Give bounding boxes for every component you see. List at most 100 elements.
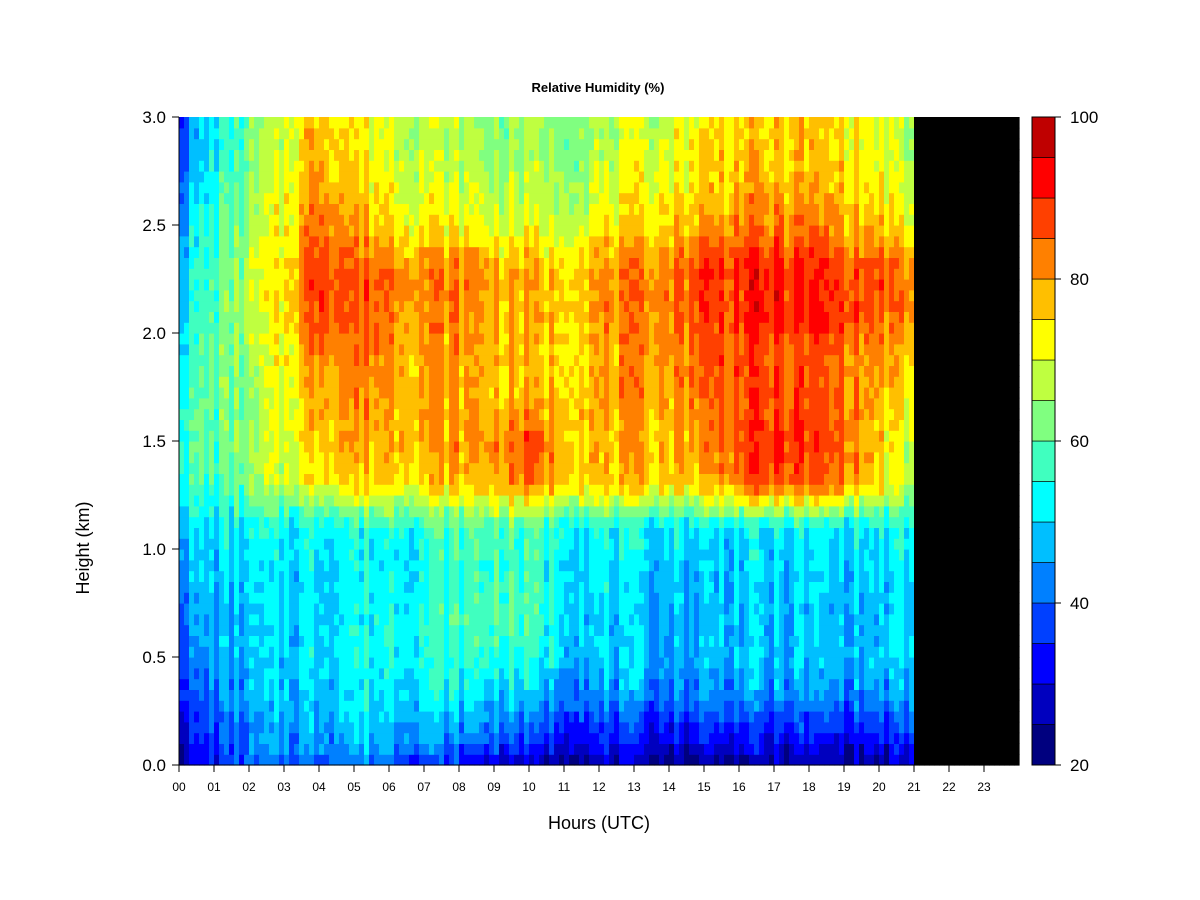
heatmap-cell (514, 376, 520, 388)
heatmap-cell (574, 333, 580, 345)
heatmap-cell (444, 473, 450, 485)
heatmap-cell (404, 117, 410, 129)
heatmap-cell (369, 376, 375, 388)
heatmap-cell (534, 451, 540, 464)
heatmap-cell (324, 754, 330, 766)
heatmap-cell (204, 430, 210, 442)
heatmap-cell (334, 613, 340, 626)
heatmap-cell (329, 149, 335, 161)
heatmap-cell (239, 657, 245, 669)
heatmap-cell (474, 430, 480, 442)
heatmap-cell (529, 376, 535, 388)
heatmap-cell (484, 235, 490, 248)
heatmap-cell (529, 613, 535, 626)
heatmap-cell (524, 538, 530, 550)
heatmap-cell (334, 419, 340, 431)
heatmap-cell (574, 581, 580, 593)
heatmap-cell (244, 300, 250, 312)
heatmap-cell (329, 462, 335, 474)
heatmap-cell (304, 462, 310, 474)
heatmap-cell (264, 721, 270, 734)
heatmap-cell (179, 667, 185, 680)
heatmap-cell (294, 657, 300, 669)
heatmap-cell (184, 181, 190, 194)
heatmap-cell (344, 603, 350, 615)
heatmap-cell (484, 721, 490, 734)
heatmap-cell (564, 570, 570, 582)
heatmap-cell (469, 592, 475, 604)
heatmap-cell (234, 376, 240, 388)
heatmap-cell (419, 689, 425, 701)
heatmap-cell (294, 613, 300, 626)
heatmap-cell (514, 624, 520, 636)
heatmap-cell (179, 354, 185, 366)
heatmap-cell (269, 743, 275, 755)
heatmap-cell (434, 333, 440, 345)
heatmap-cell (499, 570, 505, 582)
heatmap-cell (459, 667, 465, 680)
heatmap-cell (289, 711, 295, 723)
heatmap-cell (249, 387, 255, 399)
heatmap-cell (334, 603, 340, 615)
heatmap-cell (194, 646, 200, 658)
heatmap-cell (279, 711, 285, 723)
heatmap-cell (419, 354, 425, 366)
heatmap-cell (374, 667, 380, 680)
heatmap-cell (254, 246, 260, 258)
heatmap-cell (524, 743, 530, 755)
heatmap-cell (354, 365, 360, 377)
heatmap-cell (289, 484, 295, 496)
heatmap-cell (489, 203, 495, 215)
heatmap-cell (184, 700, 190, 712)
heatmap-cell (424, 473, 430, 485)
heatmap-cell (384, 235, 390, 248)
heatmap-cell (324, 592, 330, 604)
heatmap-cell (504, 527, 510, 539)
heatmap-cell (369, 667, 375, 680)
heatmap-cell (279, 516, 285, 528)
heatmap-cell (189, 138, 195, 150)
heatmap-cell (494, 343, 500, 356)
heatmap-cell (239, 376, 245, 388)
heatmap-cell (194, 721, 200, 734)
heatmap-cell (354, 419, 360, 431)
heatmap-cell (469, 408, 475, 420)
heatmap-cell (544, 171, 550, 183)
heatmap-cell (229, 397, 235, 410)
heatmap-cell (324, 225, 330, 237)
heatmap-cell (524, 419, 530, 431)
heatmap-cell (554, 138, 560, 150)
heatmap-cell (384, 581, 390, 593)
heatmap-cell (379, 333, 385, 345)
heatmap-cell (514, 246, 520, 258)
heatmap-cell (194, 667, 200, 680)
heatmap-cell (479, 667, 485, 680)
heatmap-cell (499, 441, 505, 453)
heatmap-cell (259, 505, 265, 518)
heatmap-cell (389, 365, 395, 377)
heatmap-cell (369, 419, 375, 431)
heatmap-cell (399, 613, 405, 626)
heatmap-cell (364, 603, 370, 615)
heatmap-cell (309, 117, 315, 129)
heatmap-cell (389, 181, 395, 194)
heatmap-cell (439, 149, 445, 161)
heatmap-cell (584, 516, 590, 528)
heatmap-cell (299, 689, 305, 701)
heatmap-cell (419, 754, 425, 766)
heatmap-cell (454, 203, 460, 215)
heatmap-cell (369, 268, 375, 280)
heatmap-cell (179, 257, 185, 269)
heatmap-cell (194, 322, 200, 334)
heatmap-cell (434, 689, 440, 701)
heatmap-cell (204, 527, 210, 539)
heatmap-cell (194, 657, 200, 669)
heatmap-cell (209, 462, 215, 474)
heatmap-cell (214, 387, 220, 399)
heatmap-cell (274, 689, 280, 701)
heatmap-cell (579, 235, 585, 248)
heatmap-cell (554, 149, 560, 161)
heatmap-cell (249, 279, 255, 291)
heatmap-cell (329, 667, 335, 680)
heatmap-cell (239, 214, 245, 226)
